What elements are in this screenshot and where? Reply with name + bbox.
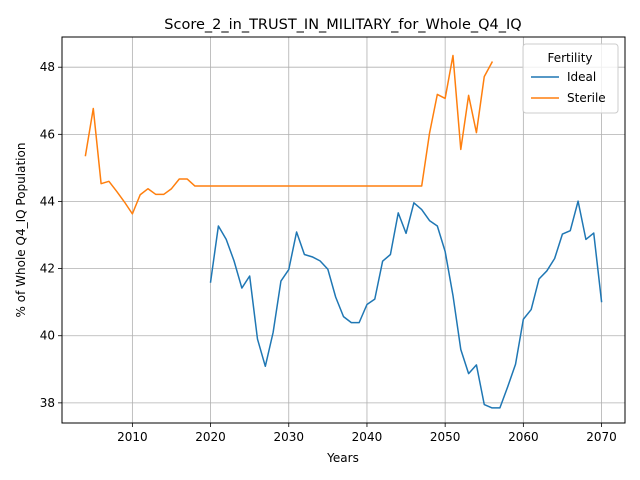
y-axis-label: % of Whole Q4_IQ Population — [14, 143, 28, 318]
x-axis-label: Years — [326, 451, 359, 465]
legend-label-ideal: Ideal — [567, 70, 596, 84]
y-tick-label: 42 — [40, 262, 55, 276]
y-axis: 38 40 42 44 46 48 — [40, 60, 62, 410]
chart-title: Score_2_in_TRUST_IN_MILITARY_for_Whole_Q… — [164, 17, 521, 33]
series-line-sterile — [84, 54, 494, 215]
legend: Fertility Ideal Sterile — [522, 43, 619, 114]
series-layer — [84, 54, 603, 409]
x-tick-label: 2060 — [508, 430, 539, 444]
grid — [62, 37, 625, 423]
x-axis: 2010 2020 2030 2040 2050 2060 2070 — [117, 423, 617, 444]
legend-title: Fertility — [547, 51, 592, 65]
y-tick-label: 38 — [40, 396, 55, 410]
y-tick-label: 48 — [40, 60, 55, 74]
x-tick-label: 2020 — [195, 430, 226, 444]
plot-area-frame — [61, 36, 626, 424]
x-tick-label: 2010 — [117, 430, 148, 444]
x-tick-label: 2050 — [430, 430, 461, 444]
y-tick-label: 44 — [40, 194, 55, 208]
x-tick-label: 2070 — [586, 430, 617, 444]
x-tick-label: 2030 — [273, 430, 304, 444]
legend-box — [522, 43, 619, 114]
x-tick-label: 2040 — [352, 430, 383, 444]
y-tick-label: 46 — [40, 127, 55, 141]
series-line-ideal — [209, 200, 603, 409]
y-tick-label: 40 — [40, 329, 55, 343]
legend-label-sterile: Sterile — [567, 91, 606, 105]
